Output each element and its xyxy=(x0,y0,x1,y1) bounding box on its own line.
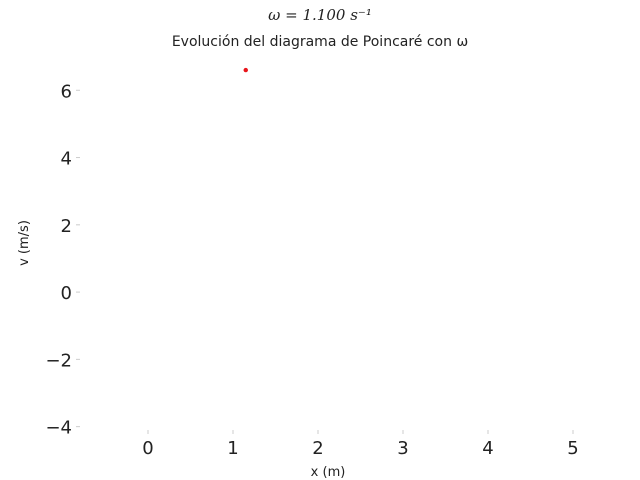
x-tick-label: 1 xyxy=(227,438,238,459)
x-tick-label: 0 xyxy=(142,438,153,459)
x-tick-label: 4 xyxy=(482,438,493,459)
x-tick-label: 5 xyxy=(567,438,578,459)
y-tick-label: 4 xyxy=(61,149,72,170)
x-tick-label: 2 xyxy=(312,438,323,459)
data-point xyxy=(243,67,248,73)
x-ticks: 0 1 2 3 4 5 xyxy=(142,430,579,459)
x-axis-label: x (m) xyxy=(311,465,346,480)
chart-subtitle: Evolución del diagrama de Poincaré con ω xyxy=(171,34,469,50)
y-tick-label: −2 xyxy=(45,350,72,371)
x-tick-label: 3 xyxy=(397,438,408,459)
chart-title: ω = 1.100 s⁻¹ xyxy=(268,6,372,24)
y-tick-label: 0 xyxy=(61,283,72,304)
y-tick-label: 6 xyxy=(61,81,72,102)
y-axis-label: v (m/s) xyxy=(17,220,32,266)
data-points xyxy=(243,67,248,73)
y-tick-label: −4 xyxy=(45,418,72,439)
y-ticks: −4 −2 0 2 4 6 xyxy=(45,81,80,439)
y-tick-label: 2 xyxy=(61,216,72,237)
